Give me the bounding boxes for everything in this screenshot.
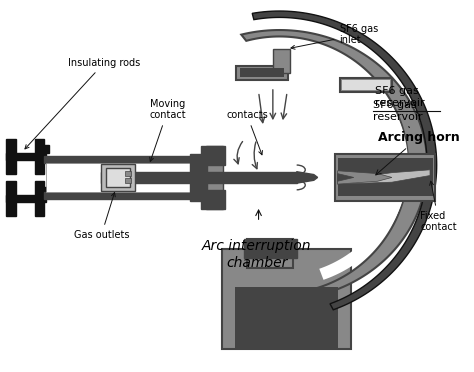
Bar	[125, 179, 131, 183]
Bar	[273, 49, 290, 73]
Bar	[235, 287, 337, 349]
Text: contacts: contacts	[226, 110, 268, 155]
Bar	[236, 66, 288, 80]
Bar	[244, 239, 297, 259]
Bar	[201, 146, 225, 165]
Text: SF6 gas
reservoir: SF6 gas reservoir	[373, 100, 422, 128]
Bar	[6, 181, 16, 215]
Text: Gas outlets: Gas outlets	[73, 193, 129, 240]
Bar	[35, 181, 44, 215]
Polygon shape	[337, 170, 430, 184]
Bar	[44, 155, 206, 163]
Bar	[46, 163, 204, 192]
Polygon shape	[297, 172, 318, 183]
Bar	[222, 249, 351, 349]
Bar	[106, 168, 130, 187]
Bar	[125, 171, 131, 176]
Bar	[206, 146, 223, 209]
Bar	[39, 153, 44, 160]
Polygon shape	[337, 174, 354, 181]
Polygon shape	[207, 74, 360, 218]
Bar	[201, 190, 225, 209]
Bar	[6, 153, 44, 160]
Bar	[335, 154, 435, 201]
Bar	[44, 187, 49, 195]
Bar	[337, 158, 433, 196]
Bar	[36, 153, 46, 160]
Bar	[35, 140, 44, 174]
Text: Arcing horn: Arcing horn	[376, 131, 459, 175]
Text: SF6 gas
inlet: SF6 gas inlet	[291, 24, 378, 49]
Bar	[247, 239, 293, 268]
Bar	[44, 145, 49, 153]
Bar	[239, 68, 284, 77]
Bar	[342, 80, 390, 90]
Bar	[339, 78, 392, 92]
Text: Moving
contact: Moving contact	[150, 99, 186, 161]
Polygon shape	[241, 30, 427, 295]
Bar	[44, 192, 206, 199]
Text: Arc interruption
chamber: Arc interruption chamber	[202, 239, 311, 270]
Bar	[36, 195, 46, 202]
Polygon shape	[337, 171, 392, 184]
Polygon shape	[252, 11, 437, 310]
Polygon shape	[207, 74, 360, 218]
Bar	[101, 172, 297, 183]
Text: Fixed
contact: Fixed contact	[420, 181, 457, 232]
Bar	[6, 195, 44, 202]
Bar	[190, 154, 207, 201]
Bar	[39, 195, 44, 202]
Text: Insulating rods: Insulating rods	[25, 58, 140, 149]
Text: SF6 gas
reservoir: SF6 gas reservoir	[375, 86, 424, 108]
Polygon shape	[257, 43, 408, 280]
Bar	[101, 164, 135, 191]
Bar	[6, 140, 16, 174]
